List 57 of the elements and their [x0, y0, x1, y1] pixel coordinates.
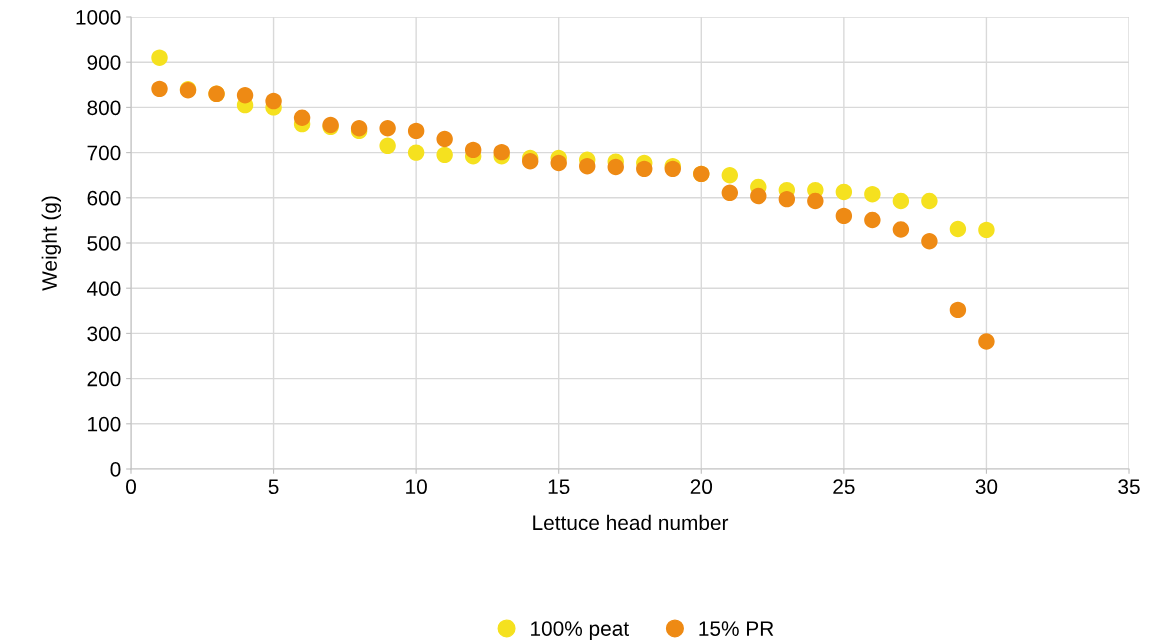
point [864, 185, 881, 203]
x-axis-title: Lettuce head number [533, 514, 729, 531]
point [636, 160, 653, 178]
point [721, 184, 739, 202]
point [807, 192, 824, 210]
point [978, 221, 995, 239]
point [921, 232, 938, 250]
point [892, 192, 910, 210]
y-tick-label: 0 [110, 462, 121, 477]
y-tick-label: 200 [87, 371, 121, 387]
x-tick-label: 35 [1118, 479, 1140, 495]
point [550, 154, 567, 172]
point [579, 157, 596, 175]
y-axis-title: Weight (g) [41, 196, 62, 291]
point [493, 143, 510, 161]
x-tick-label: 20 [690, 479, 713, 495]
point [949, 301, 967, 319]
point [407, 144, 425, 161]
x-tick-label: 0 [126, 479, 136, 495]
point [835, 183, 853, 201]
point [151, 49, 168, 66]
point [236, 86, 254, 104]
point [436, 146, 453, 164]
x-tick-label: 5 [268, 479, 279, 495]
legend-label: 15% PR [699, 621, 774, 636]
point [436, 130, 453, 148]
y-tick-label: 900 [87, 55, 121, 70]
x-tick-label: 10 [406, 479, 427, 495]
point [864, 211, 881, 229]
point [464, 141, 482, 159]
point [407, 122, 425, 140]
point [379, 137, 396, 155]
point [151, 80, 168, 98]
point [379, 119, 396, 137]
point [949, 220, 967, 238]
y-tick-label: 800 [87, 100, 121, 116]
y-tick-label: 300 [87, 326, 121, 342]
point [835, 207, 853, 225]
x-tick-label: 25 [833, 479, 855, 495]
point [607, 158, 624, 176]
y-tick-label: 700 [87, 145, 121, 161]
point [293, 109, 311, 127]
point [265, 92, 282, 110]
x-tick-label: 15 [548, 479, 570, 495]
point [778, 190, 796, 208]
y-tick-label: 500 [87, 236, 121, 251]
point [721, 166, 739, 184]
y-tick-label: 400 [87, 281, 121, 296]
point [750, 187, 767, 205]
point [921, 192, 938, 210]
y-tick-label: 1000 [76, 10, 121, 25]
point [978, 333, 995, 350]
y-tick-label: 600 [87, 190, 121, 206]
x-tick-label: 30 [975, 479, 998, 495]
legend-label: 100% peat [531, 621, 629, 641]
y-tick-label: 100 [88, 416, 121, 432]
point [892, 221, 910, 238]
